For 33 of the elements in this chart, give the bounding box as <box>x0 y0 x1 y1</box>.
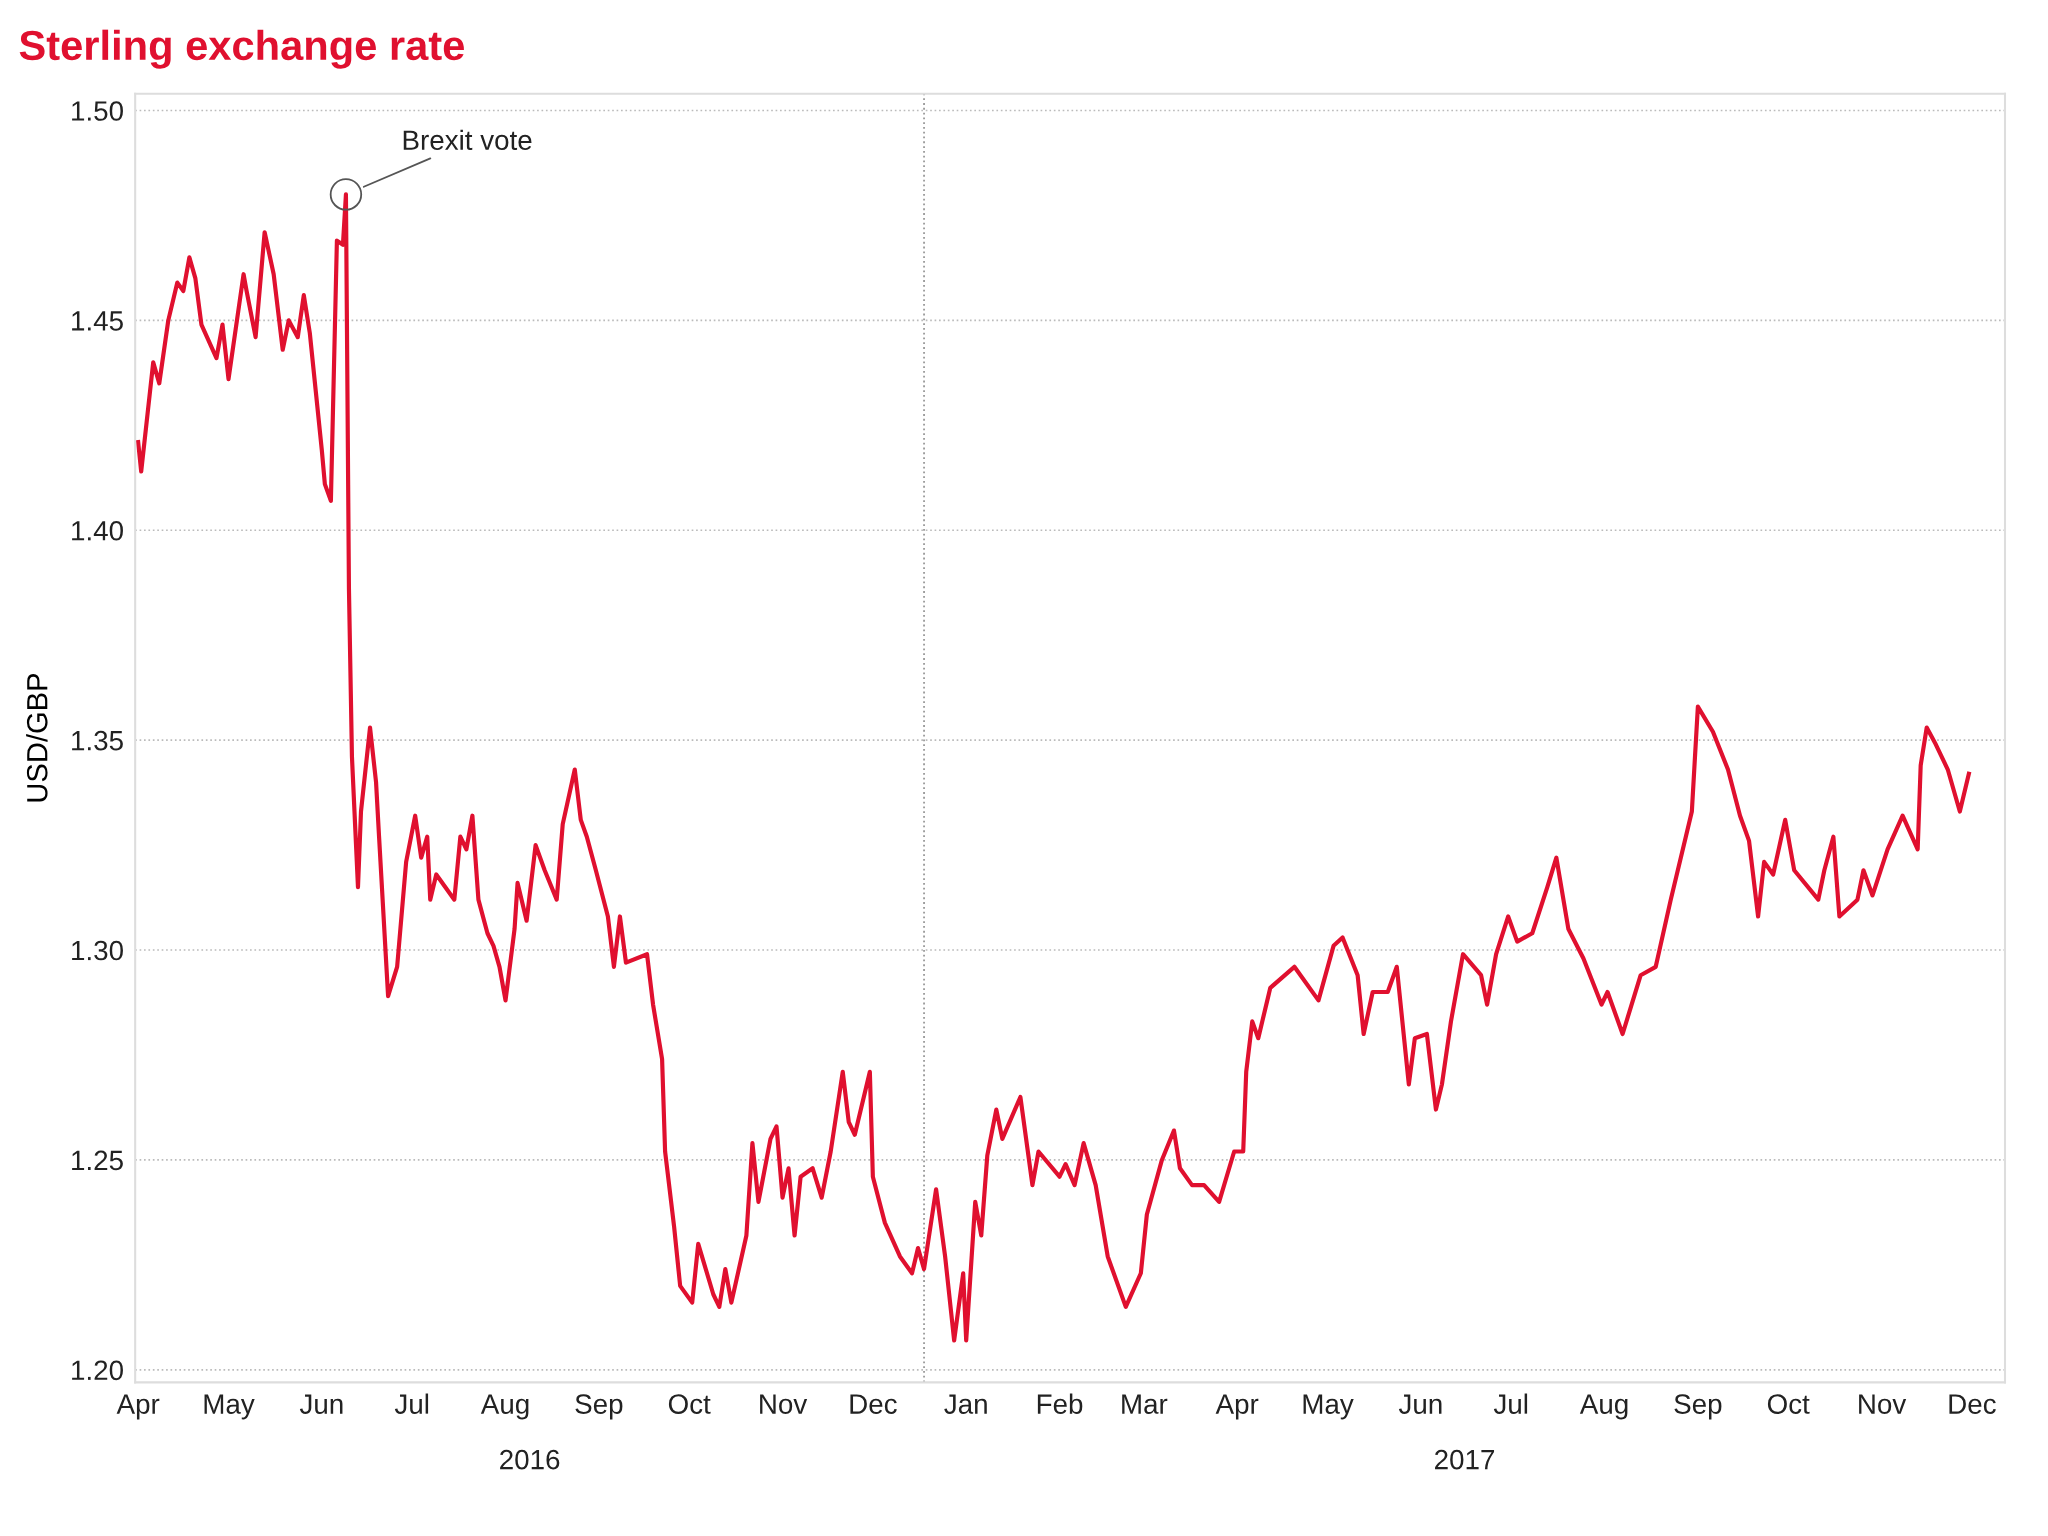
x-tick-label: Jun <box>1398 1394 1442 1414</box>
y-tick-label: 1.30 <box>72 940 123 961</box>
y-tick-label: 1.40 <box>72 520 123 541</box>
text: 2017 <box>1435 1449 1495 1470</box>
x-tick-label: Sep <box>575 1394 623 1420</box>
x-tick-label: Mar <box>1122 1394 1168 1414</box>
text: 2016 <box>500 1449 560 1470</box>
x-tick-label: Dec <box>850 1394 897 1414</box>
x-tick-label: Nov <box>760 1394 808 1414</box>
x-tick-label: Apr <box>116 1394 160 1420</box>
x-tick-label: Jul <box>394 1393 429 1414</box>
x-tick-label: Feb <box>1037 1393 1083 1414</box>
x-tick-label: Oct <box>668 1394 711 1414</box>
x-tick-label: Jan <box>944 1394 987 1414</box>
x-tick-label: May <box>1303 1394 1354 1420</box>
y-axis-title: USD/GBP <box>26 673 48 802</box>
x-tick-label: Jul <box>1493 1393 1528 1414</box>
y-tick-label: 1.20 <box>72 1360 123 1381</box>
y-tick-label: 1.35 <box>72 730 123 751</box>
annotation: Brexit vote <box>403 129 532 151</box>
x-tick-label: Aug <box>480 1394 529 1420</box>
x-tick-label: Oct <box>1767 1394 1810 1414</box>
x-tick-label: Aug <box>1579 1394 1628 1420</box>
x-tick-label: Nov <box>1859 1394 1907 1414</box>
x-tick-label: Dec <box>1949 1394 1996 1414</box>
y-tick-label: 1.50 <box>72 101 123 121</box>
y-tick-label: 1.45 <box>72 311 123 331</box>
x-tick-label: May <box>204 1394 255 1420</box>
x-tick-label: Sep <box>1674 1394 1722 1420</box>
y-tick-label: 1.25 <box>72 1150 123 1171</box>
x-tick-label: Apr <box>1215 1394 1259 1420</box>
chart-title: Sterling exchange rate <box>19 29 464 69</box>
x-tick-label: Jun <box>299 1394 343 1414</box>
